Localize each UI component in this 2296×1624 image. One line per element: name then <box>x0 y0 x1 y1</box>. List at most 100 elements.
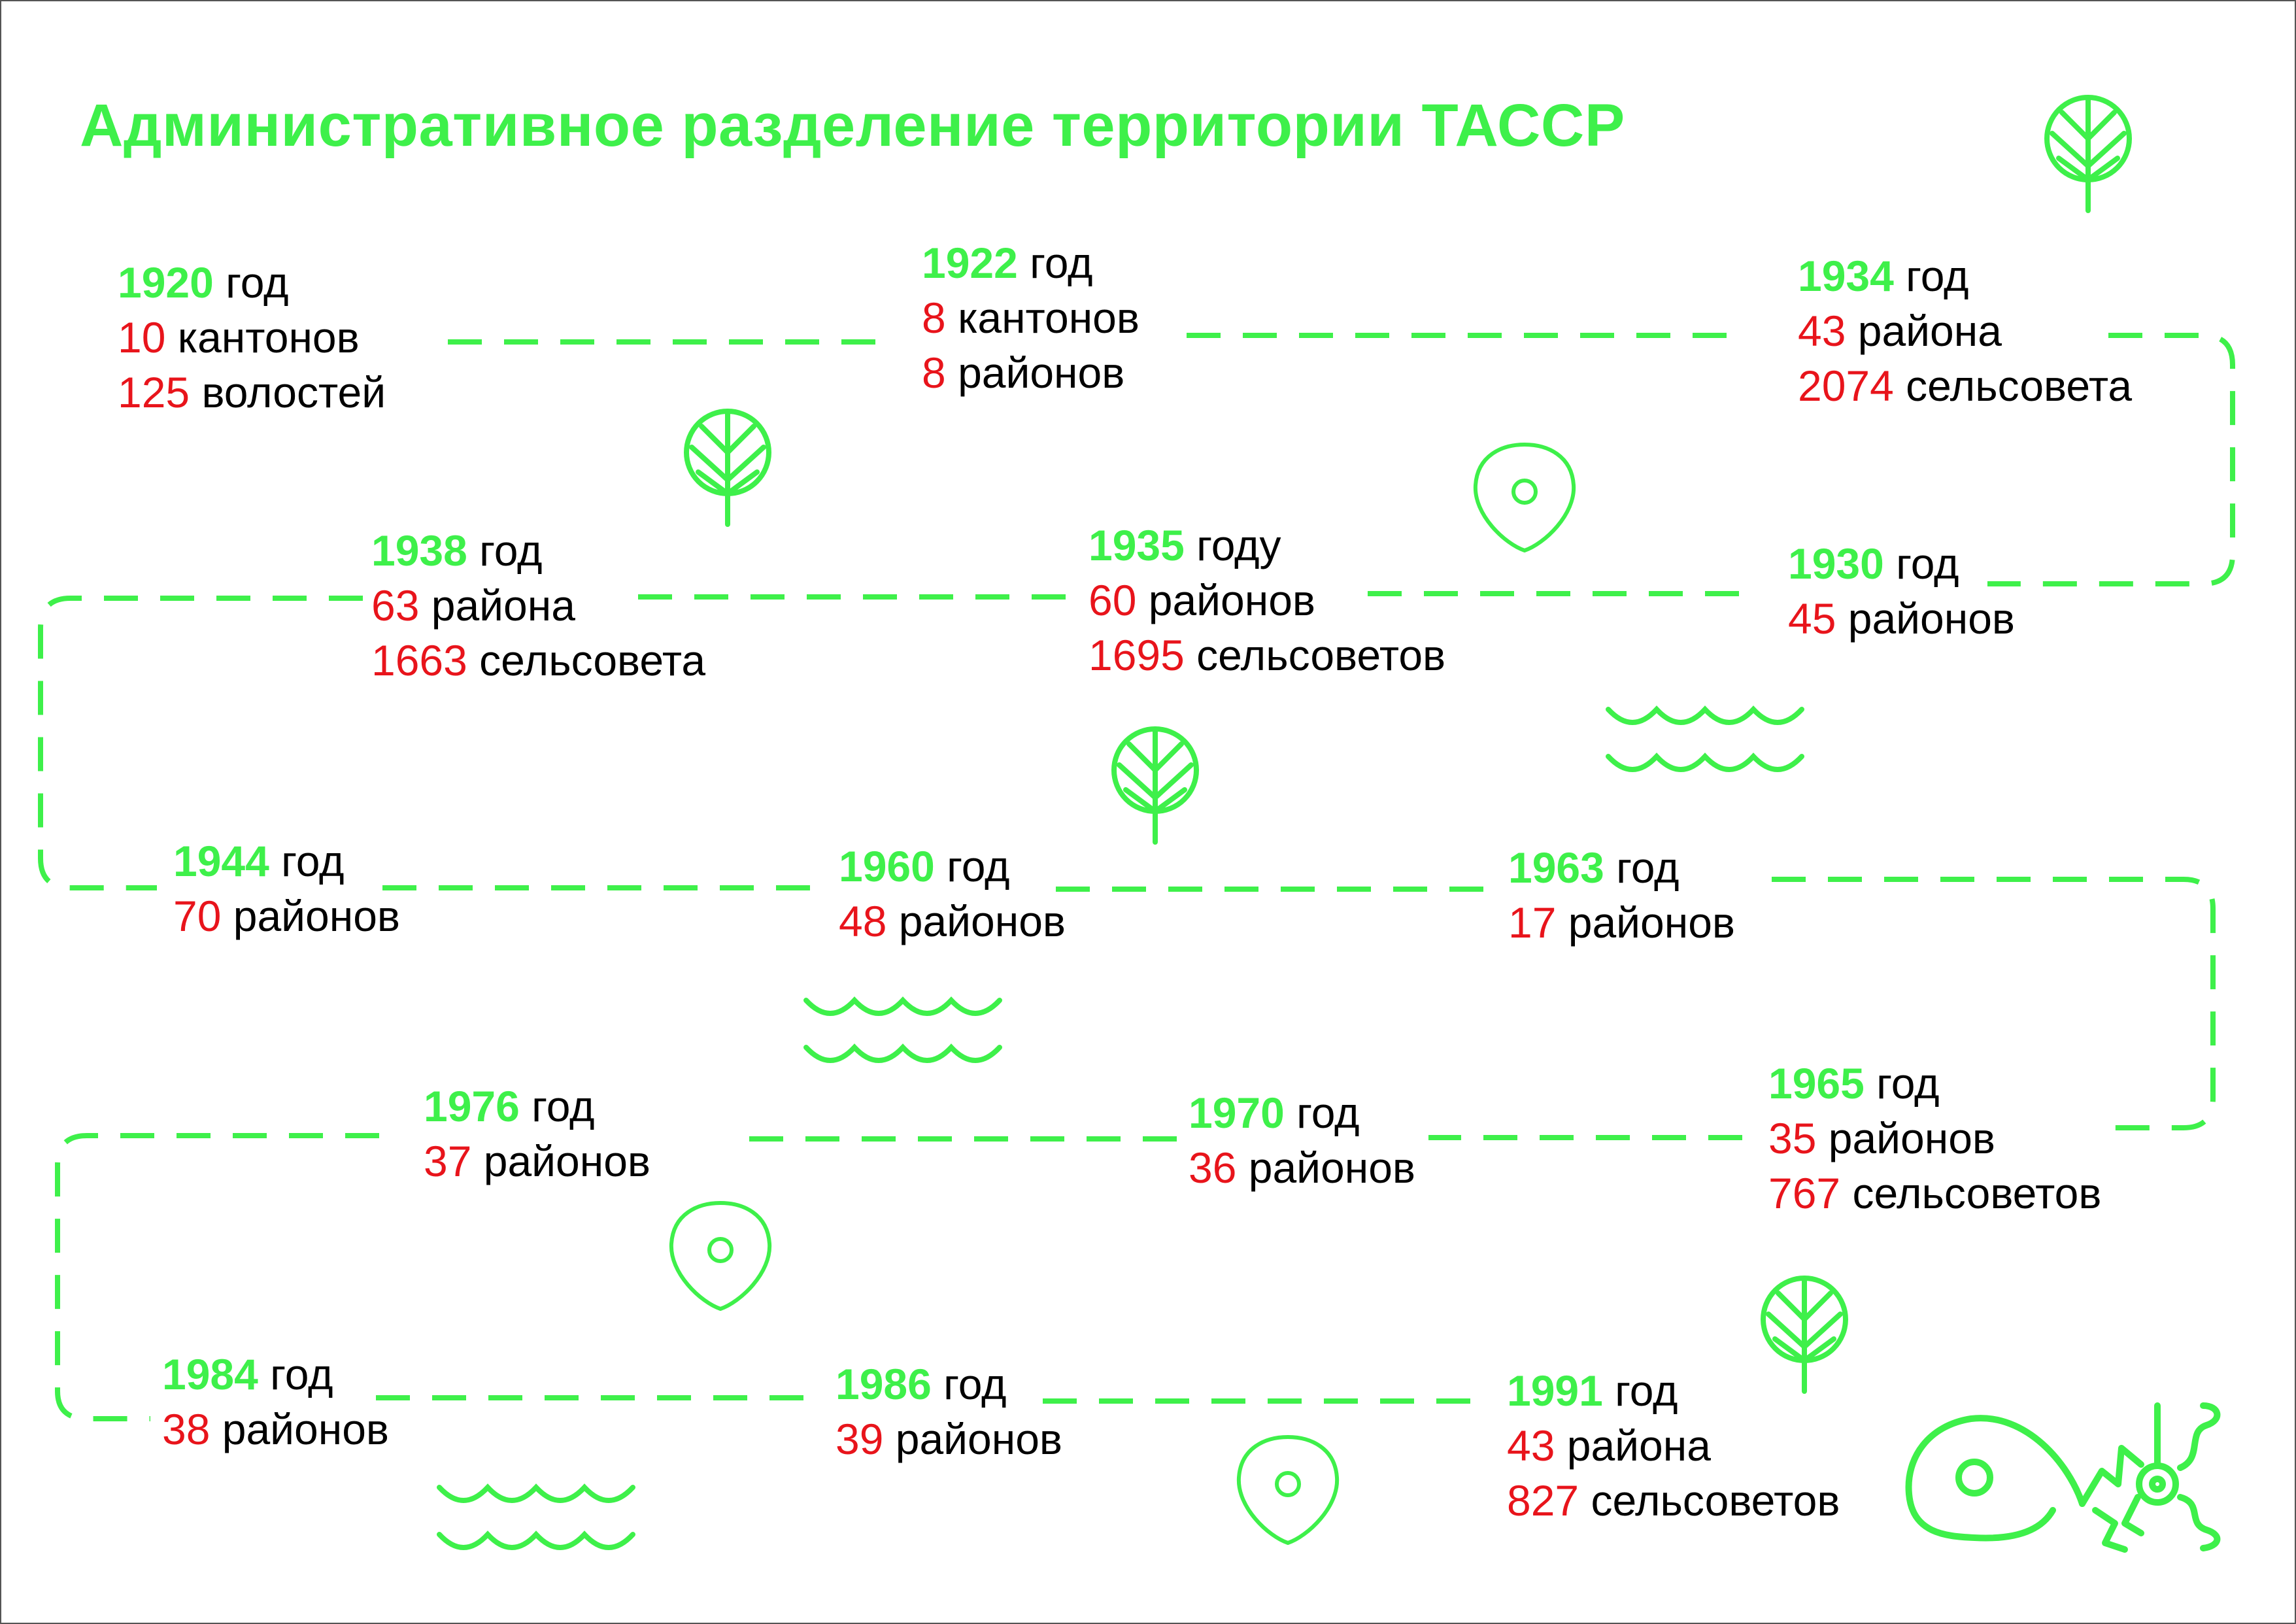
waves-icon <box>1606 705 1804 772</box>
entry-stat-line: 125 волостей <box>118 365 386 420</box>
entry-stat-number: 70 <box>173 892 222 940</box>
entry-stat-label: районов <box>483 1137 650 1185</box>
entry-stat-label: района <box>1857 307 2002 355</box>
location-pin-icon <box>1473 442 1576 553</box>
entry-stat-label: районов <box>898 897 1066 945</box>
entry-stat-label: кантонов <box>958 294 1140 342</box>
timeline-entry-1938: 1938 год 63 района 1663 сельсовета <box>371 523 705 688</box>
timeline-entry-1963: 1963 год 17 районов <box>1508 840 1735 950</box>
entry-stat-label: района <box>1566 1421 1711 1470</box>
entry-stat-number: 39 <box>836 1415 884 1463</box>
entry-year: 1965 <box>1768 1059 1865 1108</box>
entry-stat-number: 37 <box>424 1137 472 1185</box>
entry-year-word: год <box>947 842 1010 890</box>
entry-year: 1935 <box>1089 521 1185 569</box>
entry-year-line: 1930 год <box>1788 536 2015 591</box>
entry-stat-number: 63 <box>371 581 420 630</box>
timeline-path <box>38 333 2235 1421</box>
entry-stat-line: 827 сельсоветов <box>1507 1473 1840 1528</box>
entry-stat-number: 36 <box>1189 1143 1237 1192</box>
entry-stat-line: 10 кантонов <box>118 310 386 365</box>
entry-stat-number: 43 <box>1798 307 1846 355</box>
timeline-entry-1984: 1984 год 38 районов <box>162 1347 389 1457</box>
entry-year: 1984 <box>162 1350 258 1398</box>
entry-stat-line: 48 районов <box>839 894 1066 949</box>
waves-icon <box>437 1483 635 1550</box>
entry-stat-label: сельсоветов <box>1591 1476 1840 1525</box>
entry-stat-line: 767 сельсоветов <box>1768 1166 2101 1221</box>
entry-stat-line: 43 района <box>1798 303 2132 358</box>
entry-year: 1960 <box>839 842 935 890</box>
timeline-entry-1934: 1934 год 43 района 2074 сельсовета <box>1798 248 2132 413</box>
entry-stat-number: 10 <box>118 313 166 362</box>
entry-year-line: 1991 год <box>1507 1363 1840 1418</box>
waves-icon <box>803 996 1002 1063</box>
entry-stat-line: 8 районов <box>922 345 1140 400</box>
entry-year: 1922 <box>922 239 1018 287</box>
entry-stat-line: 37 районов <box>424 1134 650 1189</box>
location-pin-icon <box>1236 1434 1340 1546</box>
entry-stat-label: районов <box>895 1415 1062 1463</box>
entry-stat-number: 48 <box>839 897 887 945</box>
page-title: Административное разделение территории Т… <box>80 92 1625 159</box>
entry-year-line: 1935 году <box>1089 518 1445 573</box>
entry-stat-label: районов <box>233 892 400 940</box>
entry-stat-number: 17 <box>1508 898 1557 947</box>
location-pin-icon <box>669 1200 772 1311</box>
entry-year-line: 1944 год <box>173 834 400 888</box>
entry-year: 1944 <box>173 837 269 885</box>
entry-stat-line: 8 кантонов <box>922 290 1140 345</box>
entry-year-line: 1986 год <box>836 1357 1062 1412</box>
entry-stat-line: 70 районов <box>173 888 400 943</box>
entry-stat-number: 60 <box>1089 576 1137 624</box>
entry-stat-number: 35 <box>1768 1114 1817 1162</box>
entry-year-word: год <box>479 526 543 575</box>
entry-year-word: год <box>532 1082 595 1130</box>
timeline-entry-1991: 1991 год 43 района 827 сельсоветов <box>1507 1363 1840 1528</box>
entry-stat-line: 1663 сельсовета <box>371 633 705 688</box>
entry-year-word: год <box>270 1350 333 1398</box>
entry-stat-line: 2074 сельсовета <box>1798 358 2132 413</box>
entry-stat-number: 1663 <box>371 636 467 685</box>
entry-year-line: 1965 год <box>1768 1056 2101 1111</box>
entry-year-line: 1934 год <box>1798 248 2132 303</box>
entry-stat-label: сельсовета <box>1906 362 2133 410</box>
entry-year: 1930 <box>1788 539 1884 588</box>
entry-year-word: год <box>1030 239 1093 287</box>
entry-stat-line: 60 районов <box>1089 573 1445 628</box>
entry-stat-label: районов <box>1828 1114 1995 1162</box>
entry-year: 1986 <box>836 1360 932 1408</box>
entry-stat-label: районов <box>958 348 1125 397</box>
entry-stat-line: 45 районов <box>1788 591 2015 646</box>
tree-icon <box>1761 1276 1848 1394</box>
entry-stat-label: района <box>431 581 575 630</box>
entry-stat-line: 39 районов <box>836 1412 1062 1466</box>
tree-icon <box>684 409 771 527</box>
entry-year-line: 1922 год <box>922 235 1140 290</box>
entry-stat-number: 38 <box>162 1405 211 1453</box>
entry-year-word: году <box>1196 521 1281 569</box>
entry-year-line: 1963 год <box>1508 840 1735 895</box>
entry-stat-label: сельсоветов <box>1852 1169 2102 1217</box>
entry-year-line: 1970 год <box>1189 1085 1415 1140</box>
timeline-entry-1970: 1970 год 36 районов <box>1189 1085 1415 1195</box>
entry-year-word: год <box>943 1360 1007 1408</box>
entry-year-word: год <box>226 258 289 307</box>
timeline-entry-1986: 1986 год 39 районов <box>836 1357 1062 1466</box>
entry-year-word: год <box>1876 1059 1940 1108</box>
entry-stat-number: 8 <box>922 348 946 397</box>
entry-year-word: год <box>281 837 345 885</box>
entry-year-word: год <box>1615 1366 1678 1415</box>
entry-stat-label: кантонов <box>177 313 360 362</box>
timeline-entry-1944: 1944 год 70 районов <box>173 834 400 943</box>
logo-icon <box>1905 1402 2221 1553</box>
entry-year-word: год <box>1906 252 1969 300</box>
entry-year-word: год <box>1616 843 1680 892</box>
entry-year-line: 1976 год <box>424 1079 650 1134</box>
entry-stat-line: 1695 сельсоветов <box>1089 628 1445 683</box>
timeline-entry-1920: 1920 год 10 кантонов 125 волостей <box>118 255 386 420</box>
entry-stat-label: сельсовета <box>479 636 706 685</box>
timeline-entry-1935: 1935 году 60 районов 1695 сельсоветов <box>1089 518 1445 683</box>
entry-stat-line: 38 районов <box>162 1402 389 1457</box>
